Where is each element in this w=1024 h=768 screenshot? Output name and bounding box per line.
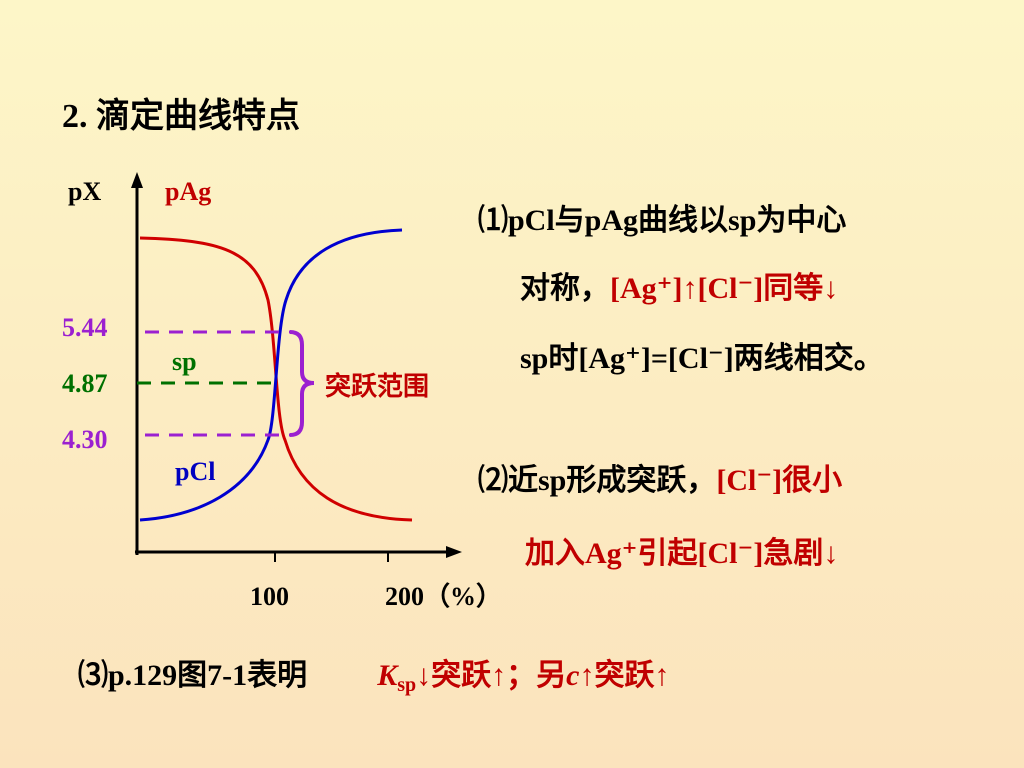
text: 对称， — [520, 272, 610, 305]
point-line: sp时[Ag⁺]=[Cl⁻]两线相交。 — [520, 333, 884, 377]
point-line: 加入Ag⁺引起[Cl⁻]急剧↓ — [525, 528, 838, 572]
x-arrow — [446, 546, 462, 558]
x-label: 200（%） — [385, 582, 502, 611]
text: K — [377, 659, 398, 692]
text: c — [566, 659, 580, 692]
text: sp — [397, 674, 417, 696]
text: [Cl⁻]很小 — [716, 464, 843, 497]
text: ⑵近sp形成突跃， — [478, 464, 717, 497]
text: sp时[Ag⁺]=[Cl⁻]两线相交。 — [520, 342, 884, 375]
point-line: ⑵近sp形成突跃，[Cl⁻]很小 — [478, 455, 842, 499]
point-line: ⑴pCl与pAg曲线以sp为中心 — [478, 195, 846, 239]
y-label: 4.30 — [62, 425, 108, 454]
text: ⑴pCl与pAg曲线以sp为中心 — [478, 204, 847, 237]
pcl-label: pCl — [175, 457, 215, 486]
brace — [289, 330, 315, 437]
range-label: 突跃范围 — [325, 371, 429, 401]
text: ⑶p.129图7-1表明 — [78, 659, 308, 692]
text: 加入Ag⁺引起[Cl⁻]急剧↓ — [525, 537, 839, 570]
text: [Ag⁺]↑[Cl⁻]同等↓ — [610, 272, 839, 305]
y-label: 5.44 — [62, 313, 108, 342]
y-axis-label: pX — [68, 177, 101, 206]
sp-label: sp — [172, 347, 197, 376]
pag-label: pAg — [165, 177, 211, 206]
y-arrow — [131, 172, 143, 188]
text: ↑突跃↑ — [579, 659, 670, 692]
point-line: 对称，[Ag⁺]↑[Cl⁻]同等↓ — [520, 263, 838, 307]
text: ↓突跃↑；另 — [416, 659, 567, 692]
title: 2. 滴定曲线特点 — [62, 98, 300, 135]
x-label: 100 — [250, 582, 289, 611]
point-line: ⑶p.129图7-1表明 Ksp↓突跃↑；另c↑突跃↑ — [78, 650, 669, 697]
y-label: 4.87 — [62, 369, 108, 398]
pcl-curve — [139, 228, 403, 522]
